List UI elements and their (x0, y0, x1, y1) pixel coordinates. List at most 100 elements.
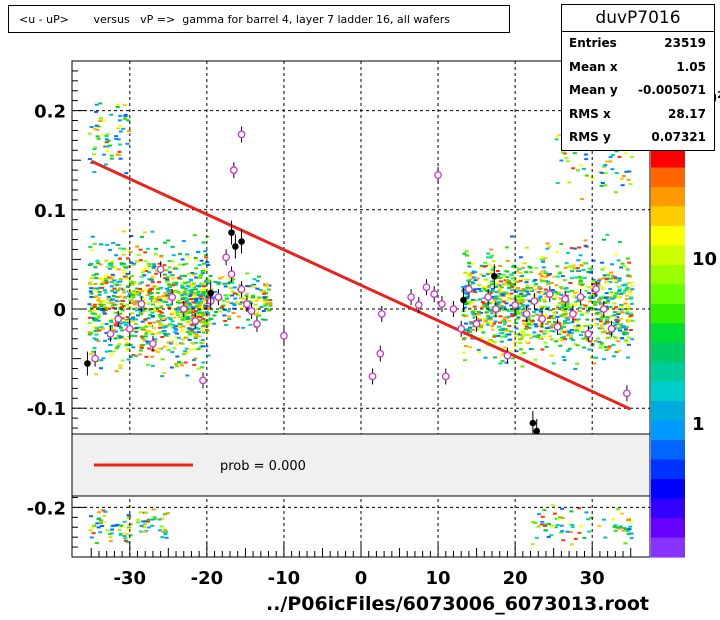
density-cell (461, 314, 466, 317)
density-cell (203, 269, 208, 271)
density-cell (540, 307, 545, 310)
density-cell (268, 304, 273, 307)
density-cell (579, 313, 584, 316)
density-cell (117, 257, 122, 260)
density-cell (506, 283, 511, 286)
legend: prob = 0.000 (71, 433, 651, 497)
density-cell (562, 313, 567, 316)
density-cell (118, 326, 123, 329)
density-cell (150, 316, 155, 319)
x-tick-label: -20 (191, 568, 224, 589)
density-cell (600, 316, 605, 319)
density-cell (542, 509, 547, 512)
colorbar-band (651, 381, 685, 402)
density-cell (167, 266, 172, 269)
density-cell (517, 294, 521, 297)
density-cell (513, 341, 518, 344)
density-cell (545, 247, 550, 250)
density-cell (555, 305, 560, 307)
density-cell (537, 290, 542, 293)
density-cell (191, 327, 196, 330)
density-cell (561, 309, 566, 312)
density-cell (584, 511, 589, 514)
density-cell (111, 266, 116, 269)
density-cell (122, 269, 127, 272)
density-cell (561, 539, 566, 542)
density-cell (154, 306, 159, 309)
density-cell (94, 110, 99, 113)
density-cell (563, 310, 568, 313)
density-cell (578, 279, 583, 282)
density-cell (180, 285, 184, 288)
density-cell (626, 274, 630, 277)
density-cell (515, 288, 520, 291)
density-cell (558, 302, 563, 305)
density-cell (509, 284, 514, 287)
density-cell (194, 258, 199, 261)
density-cell (218, 310, 223, 313)
density-cell (205, 314, 210, 317)
density-cell (130, 283, 135, 286)
density-cell (598, 346, 603, 349)
density-cell (470, 281, 475, 284)
density-cell (510, 297, 515, 300)
density-cell (99, 243, 104, 246)
density-cell (92, 303, 97, 306)
density-cell (464, 250, 469, 253)
density-cell (486, 252, 491, 255)
density-cell (525, 298, 530, 301)
density-cell (125, 142, 130, 145)
profile-point (465, 285, 473, 294)
density-cell (182, 293, 187, 296)
outlier-point (232, 243, 239, 250)
density-cell (625, 312, 630, 315)
density-cell (597, 301, 602, 304)
density-cell (530, 315, 535, 318)
density-cell (603, 184, 608, 187)
density-cell (264, 285, 269, 288)
density-cell (197, 303, 202, 306)
density-cell (549, 354, 554, 357)
density-cell (487, 264, 492, 267)
density-cell (538, 337, 542, 340)
density-cell (482, 287, 487, 290)
density-cell (539, 330, 544, 333)
density-cell (120, 359, 125, 362)
density-cell (170, 245, 175, 248)
density-cell (171, 323, 176, 326)
density-cell (465, 328, 470, 331)
density-cell (580, 330, 585, 333)
density-cell (144, 324, 149, 327)
density-cell (604, 292, 609, 295)
density-cell (528, 288, 533, 291)
density-cell (99, 367, 103, 370)
density-cell (92, 242, 97, 245)
density-cell (135, 314, 140, 317)
density-cell (268, 299, 273, 302)
density-cell (145, 340, 150, 343)
density-cell (627, 170, 632, 173)
density-cell (574, 276, 579, 279)
stats-row: RMS x 28.17 (562, 103, 714, 127)
density-cell (222, 282, 227, 285)
density-cell (537, 286, 542, 289)
density-cell (552, 314, 557, 317)
density-cell (171, 284, 176, 287)
density-cell (558, 297, 563, 300)
density-cell (507, 333, 512, 336)
density-cell (160, 336, 165, 338)
density-cell (619, 317, 624, 320)
density-cell (124, 303, 129, 306)
density-cell (602, 267, 607, 269)
density-cell (540, 291, 545, 294)
colorbar-band (651, 206, 685, 227)
density-cell (193, 272, 198, 275)
density-cell (193, 348, 198, 351)
density-cell (201, 294, 206, 296)
density-cell (201, 299, 206, 302)
density-cell (463, 359, 467, 362)
density-cell (555, 524, 560, 526)
density-cell (628, 315, 633, 318)
density-cell (196, 331, 201, 334)
density-cell (492, 322, 496, 325)
